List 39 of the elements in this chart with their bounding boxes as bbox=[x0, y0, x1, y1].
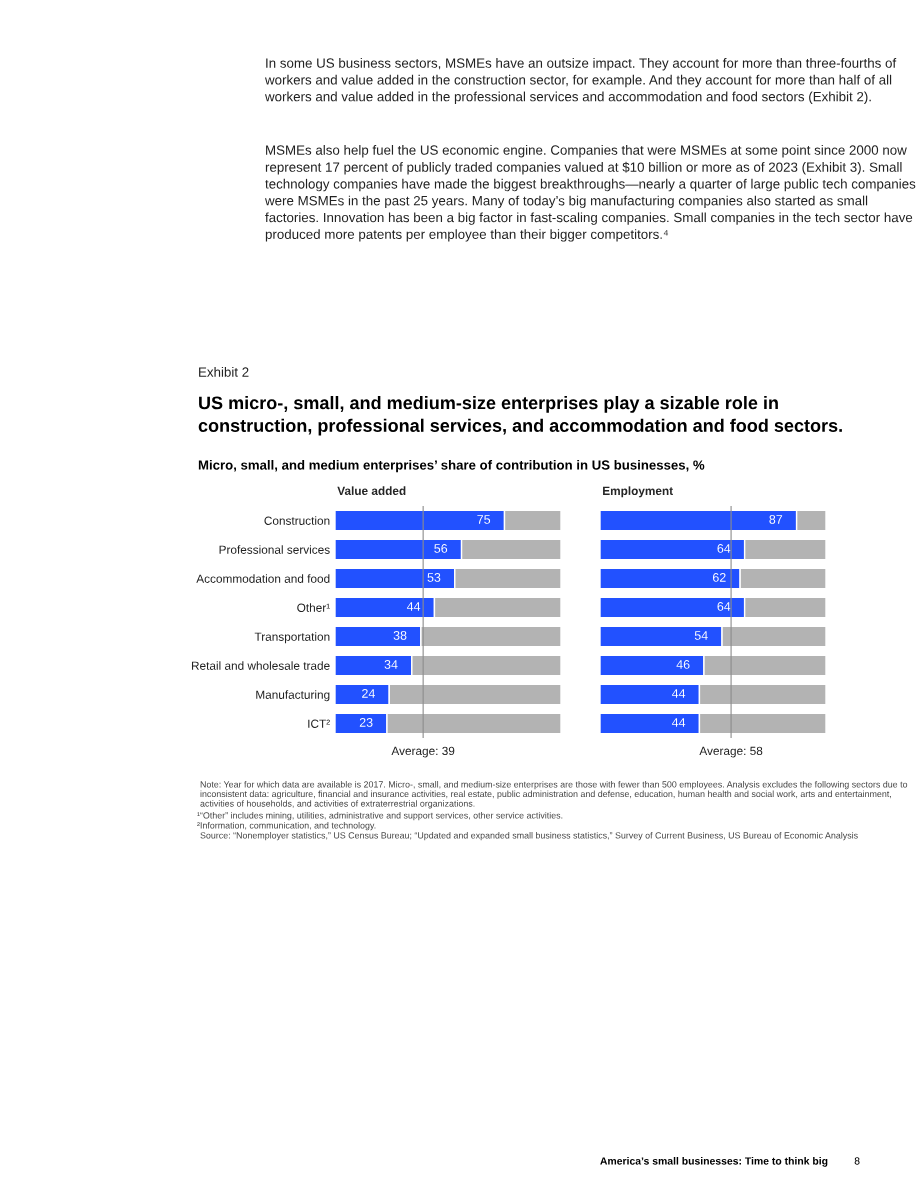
chart-title: Employment bbox=[603, 486, 673, 498]
data-label: 53 bbox=[427, 573, 441, 582]
data-label: 62 bbox=[712, 573, 726, 582]
ref-line-label: Average: 58 bbox=[699, 746, 763, 758]
data-label: 24 bbox=[362, 689, 375, 698]
data-label: 64 bbox=[717, 602, 731, 611]
y-tick-label: Accommodation and food bbox=[196, 574, 330, 583]
y-tick-label: Other¹ bbox=[297, 603, 330, 612]
y-tick-label: ICT² bbox=[308, 719, 330, 728]
text: US micro-, small, and medium-size enterprises play a sizable role in construction, professional services, and accommodation and food sectors. bbox=[198, 396, 842, 436]
data-label: 34 bbox=[384, 660, 398, 669]
data-label: 46 bbox=[676, 660, 690, 669]
data-label: 75 bbox=[477, 515, 491, 524]
y-tick-label: Manufacturing bbox=[256, 690, 330, 702]
y-tick-label: Transportation bbox=[254, 632, 330, 644]
text: Note: Year for which data are available is 2017. Micro-, small, and medium-size enterprises are those with fewer than 500 employees. Analysis excludes the following sectors due to inconsistent data: agriculture, financial and insurance activities, real estate, public administration and defense, education, human health and social work, arts and entertainment, activities of households, and activities of extraterrestrial organizations. bbox=[200, 781, 908, 809]
data-label: 44 bbox=[671, 689, 686, 698]
text: ²Information, communication, and technology. bbox=[197, 822, 376, 831]
y-tick-label: Construction bbox=[264, 516, 330, 525]
data-label: 44 bbox=[671, 718, 686, 727]
text: In some US business sectors, MSMEs have an outsize impact. They account for more than three-fourths of workers and value added in the construction sector, for example. And they account for more than half of all workers and value added in the professional services and accommodation and food sectors (Exhibit 2). bbox=[264, 58, 897, 104]
y-tick-label: Retail and wholesale trade bbox=[191, 661, 330, 670]
source-note: Source: “Nonemployer statistics,” US Census Bureau; “Updated and expanded small business statistics,” Survey of Current Business, US Bureau of Economic Analysis bbox=[200, 832, 858, 841]
data-label: 38 bbox=[393, 631, 407, 640]
data-label: 87 bbox=[769, 515, 783, 524]
data-label: 23 bbox=[359, 718, 373, 727]
text: 8 bbox=[854, 1157, 860, 1165]
y-tick-label: Professional services bbox=[219, 545, 330, 554]
chart-title: Value added bbox=[337, 486, 406, 496]
text: Exhibit 2 bbox=[199, 367, 249, 377]
text: Micro, small, and medium enterprises’ share of contribution in US businesses, % bbox=[198, 460, 705, 473]
data-label: 54 bbox=[694, 631, 708, 640]
ref-line-label: Average: 39 bbox=[391, 746, 455, 758]
data-label: 64 bbox=[717, 544, 731, 553]
text: ¹“Other” includes mining, utilities, administrative and support services, other service activities. bbox=[197, 812, 563, 821]
data-label: 44 bbox=[406, 602, 421, 611]
data-label: 56 bbox=[434, 544, 448, 553]
text: MSMEs also help fuel the US economic engine. Companies that were MSMEs at some point since 2000 now represent 17 percent of publicly traded companies valued at $10 billion or more as of 2023 (Exhibit 3). Small technology companies have made the biggest breakthroughs—nearly a quarter of large public tech companies were MSMEs in the past 25 years. Many of today’s big manufacturing companies also started as small factories. Innovation has been a big factor in fast-scaling companies. Small companies in the tech sector have produced more patents per employee than their bigger competitors.⁴ bbox=[264, 145, 916, 242]
text: America’s small businesses: Time to think big bbox=[600, 1157, 828, 1167]
